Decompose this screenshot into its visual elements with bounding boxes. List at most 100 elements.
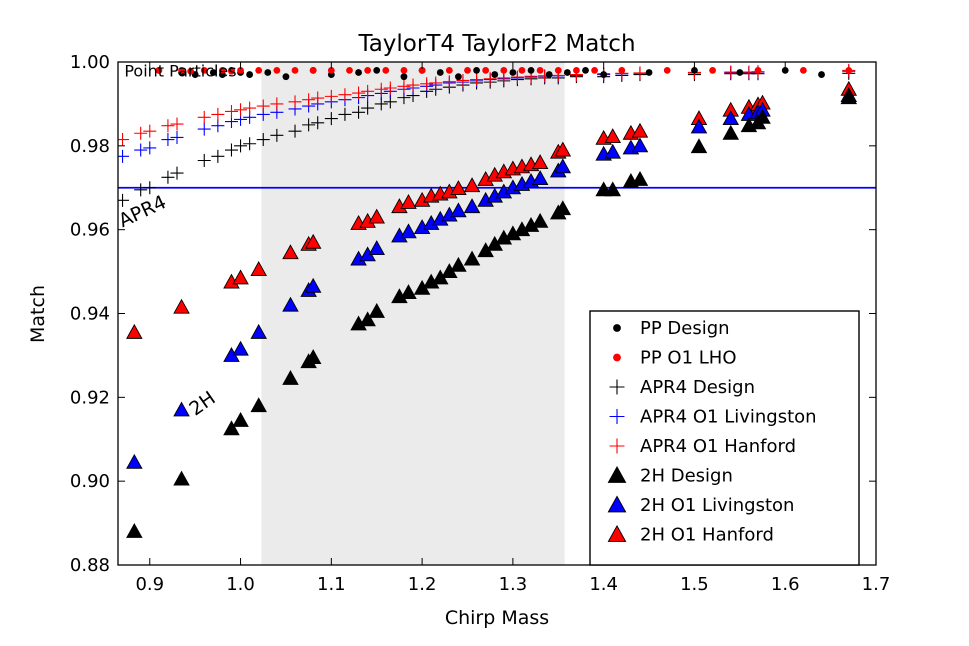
data-point-h2_han [400, 193, 417, 209]
data-point-h2_liv [604, 143, 622, 159]
legend-entry: 2H O1 Livingston [607, 495, 794, 516]
data-point-apr4_han [302, 93, 316, 107]
data-point-h2_han [368, 208, 385, 224]
data-point-apr4_design [361, 101, 375, 115]
data-point-apr4_han [311, 91, 325, 105]
data-point-apr4_han [143, 124, 157, 138]
data-point-apr4_han [383, 81, 397, 95]
data-point-h2_han [232, 269, 249, 285]
data-point-pp_design [455, 73, 462, 81]
data-point-apr4_han [352, 86, 366, 100]
legend-entry: APR4 O1 Hanford [609, 436, 796, 457]
data-point-pp_o1 [346, 66, 353, 74]
data-point-pp_o1 [187, 67, 195, 75]
data-point-apr4_han [338, 88, 352, 102]
legend-entry: PP Design [613, 318, 730, 339]
data-point-pp_design [491, 71, 499, 78]
data-point-h2_liv [400, 223, 417, 239]
legend-label: APR4 O1 Livingston [640, 407, 817, 428]
data-point-apr4_han [134, 126, 148, 140]
data-point-h2_han [554, 141, 572, 157]
data-point-h2_han [173, 298, 190, 314]
data-point-pp_design [373, 66, 381, 74]
data-point-apr4_han [429, 76, 443, 90]
data-point-apr4_design [338, 107, 352, 121]
data-point-apr4_han [211, 107, 225, 121]
x-tick-label: 1.6 [771, 574, 800, 595]
data-point-pp_design [691, 66, 698, 74]
data-point-h2_han [604, 128, 622, 144]
data-point-h2_design [690, 138, 708, 154]
data-point-apr4_design [134, 183, 148, 197]
data-point-pp_design [582, 66, 589, 74]
y-tick-label: 0.88 [70, 555, 110, 576]
data-point-pp_design [246, 71, 254, 78]
data-point-apr4_han [161, 119, 175, 133]
data-point-pp_design [355, 69, 362, 76]
data-point-apr4_liv [211, 119, 225, 133]
data-point-pp_design [473, 66, 480, 74]
annotation-0: Point Particles [124, 62, 236, 81]
data-point-pp_o1 [418, 66, 426, 74]
shaded-region [261, 62, 565, 565]
data-point-apr4_han [234, 103, 248, 117]
data-point-pp_o1 [554, 66, 562, 74]
legend-box [589, 310, 860, 566]
data-point-pp_o1 [228, 67, 235, 75]
x-tick-label: 1.7 [862, 574, 891, 595]
data-point-apr4_han [483, 72, 497, 86]
data-point-apr4_han [374, 82, 388, 96]
data-point-apr4_design [161, 170, 175, 184]
legend-label: PP O1 LHO [640, 348, 737, 369]
legend-marker [609, 438, 625, 454]
series-h2_design [126, 89, 858, 538]
data-point-apr4_design [197, 154, 211, 168]
data-point-h2_liv [463, 198, 481, 214]
data-point-h2_han [450, 180, 467, 196]
data-point-h2_design [250, 397, 267, 413]
data-point-apr4_han [361, 84, 375, 98]
data-point-pp_design [563, 69, 571, 76]
data-point-apr4_liv [134, 143, 148, 157]
legend-label: APR4 Design [640, 377, 755, 398]
data-point-apr4_liv [197, 122, 211, 136]
data-point-h2_han [531, 154, 549, 170]
data-point-h2_han [250, 261, 267, 276]
x-tick-label: 1.4 [589, 574, 618, 595]
legend-label: 2H O1 Livingston [640, 495, 794, 516]
data-point-apr4_design [288, 124, 302, 138]
data-point-h2_han [631, 122, 649, 138]
data-point-pp_o1 [364, 66, 372, 74]
data-point-pp_o1 [573, 66, 580, 74]
data-point-h2_design [631, 170, 649, 186]
y-tick-label: 0.96 [70, 220, 110, 241]
data-point-h2_design [531, 212, 549, 228]
data-point-apr4_design [211, 149, 225, 163]
series-apr4_han [118, 63, 856, 147]
data-point-pp_design [400, 73, 408, 81]
x-tick-label: 1.3 [499, 574, 528, 595]
data-point-h2_liv [173, 401, 190, 417]
data-point-pp_o1 [273, 66, 281, 74]
legend-entry: APR4 O1 Livingston [609, 407, 817, 428]
data-point-apr4_design [352, 105, 366, 119]
legend-marker [607, 524, 627, 542]
data-point-apr4_han [224, 104, 238, 118]
data-point-apr4_design [243, 137, 257, 151]
data-point-h2_liv [126, 453, 143, 469]
legend-entry: 2H Design [607, 466, 733, 487]
data-point-h2_design [282, 370, 299, 385]
data-point-apr4_han [470, 73, 484, 87]
data-point-pp_design [527, 66, 535, 74]
data-point-apr4_liv [143, 141, 157, 155]
legend-entry: APR4 Design [609, 377, 755, 398]
data-point-pp_design [845, 96, 853, 104]
axes: 0.9 1.0 1.1 1.2 1.3 1.4 1.5 1.6 1.7 0.88 0.90 0.92 0… [70, 52, 890, 595]
x-tick-label: 1.0 [226, 574, 255, 595]
data-point-apr4_han [256, 99, 270, 113]
data-point-pp_design [264, 69, 272, 76]
data-point-h2_design [173, 470, 190, 486]
data-point-pp_o1 [291, 66, 299, 74]
data-point-pp_o1 [482, 66, 490, 74]
data-point-h2_han [282, 244, 299, 260]
